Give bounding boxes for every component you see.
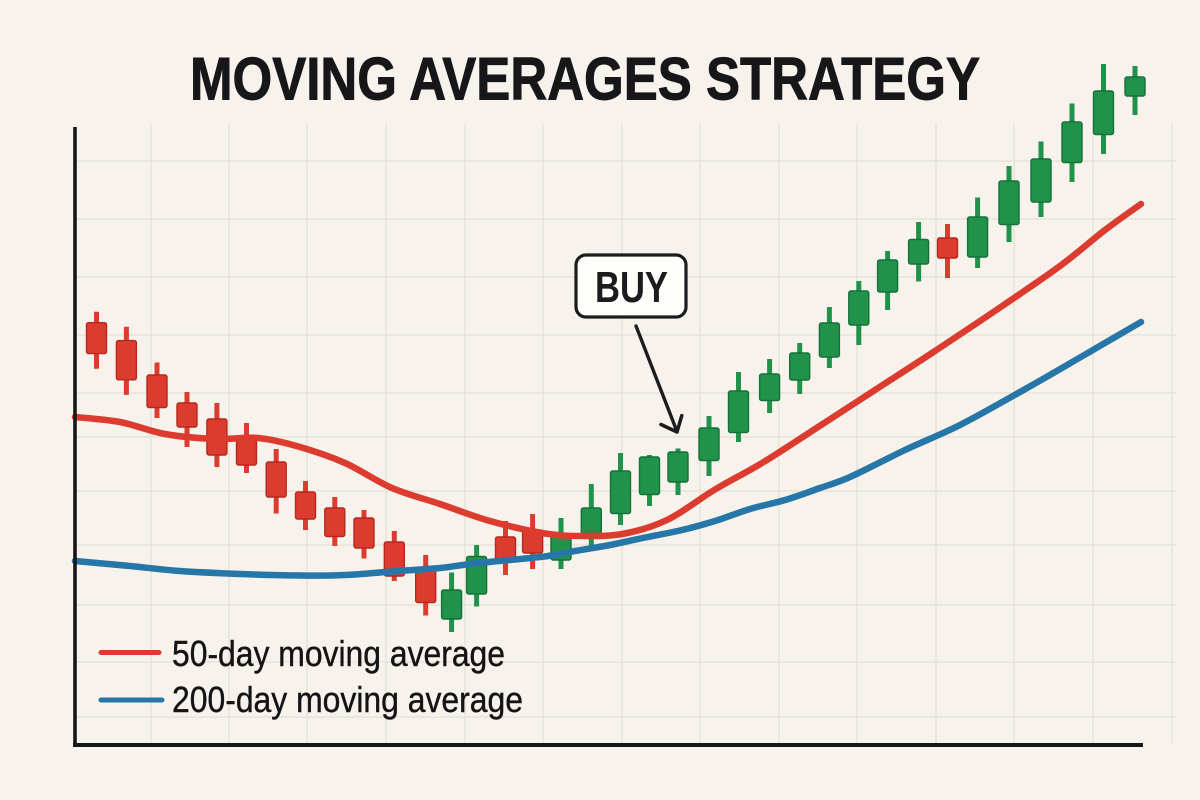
svg-text:BUY: BUY [595, 263, 668, 312]
svg-text:50-day moving average: 50-day moving average [172, 634, 505, 674]
svg-text:200-day moving average: 200-day moving average [172, 680, 523, 720]
svg-text:MOVING AVERAGES STRATEGY: MOVING AVERAGES STRATEGY [190, 46, 980, 113]
